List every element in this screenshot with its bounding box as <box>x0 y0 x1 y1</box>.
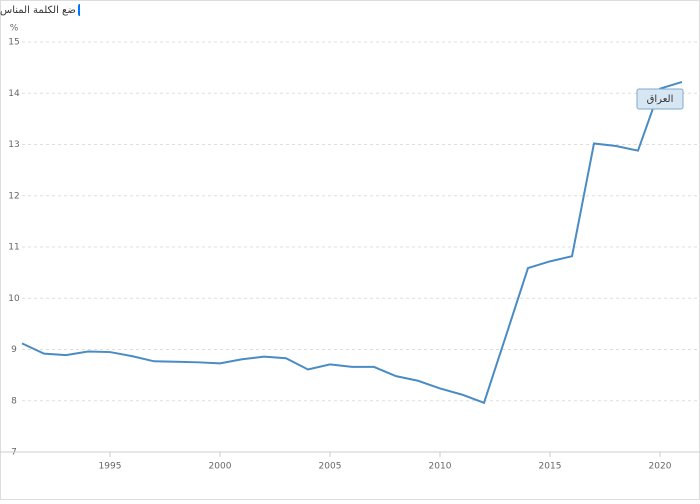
tooltip-box <box>636 88 684 110</box>
x-tick-label: 2015 <box>539 462 562 472</box>
y-tick-label: 10 <box>8 294 20 304</box>
y-tick-label: 8 <box>11 396 17 406</box>
x-tick-label: 2020 <box>649 462 672 472</box>
y-tick-label: 12 <box>8 191 19 201</box>
x-tick-label: 1995 <box>99 462 122 472</box>
checkbox[interactable] <box>77 4 80 16</box>
x-tick-label: 2000 <box>209 462 232 472</box>
checkbox-control[interactable]: ضع الكلمة المناس <box>0 4 80 16</box>
checkbox-label: ضع الكلمة المناس <box>0 4 76 16</box>
tooltip-label: العراق <box>647 94 674 105</box>
y-tick-label: 11 <box>8 243 19 253</box>
x-tick-label: 2010 <box>429 462 452 472</box>
series-tooltip: العراق <box>636 88 684 110</box>
y-tick-label: 15 <box>8 38 19 48</box>
y-tick-label: 9 <box>11 345 17 355</box>
data-line <box>21 81 683 405</box>
y-unit: % <box>10 24 19 34</box>
x-tick-label: 2005 <box>319 462 342 472</box>
y-tick-label: 14 <box>8 89 20 99</box>
y-tick-label: 13 <box>8 140 19 150</box>
